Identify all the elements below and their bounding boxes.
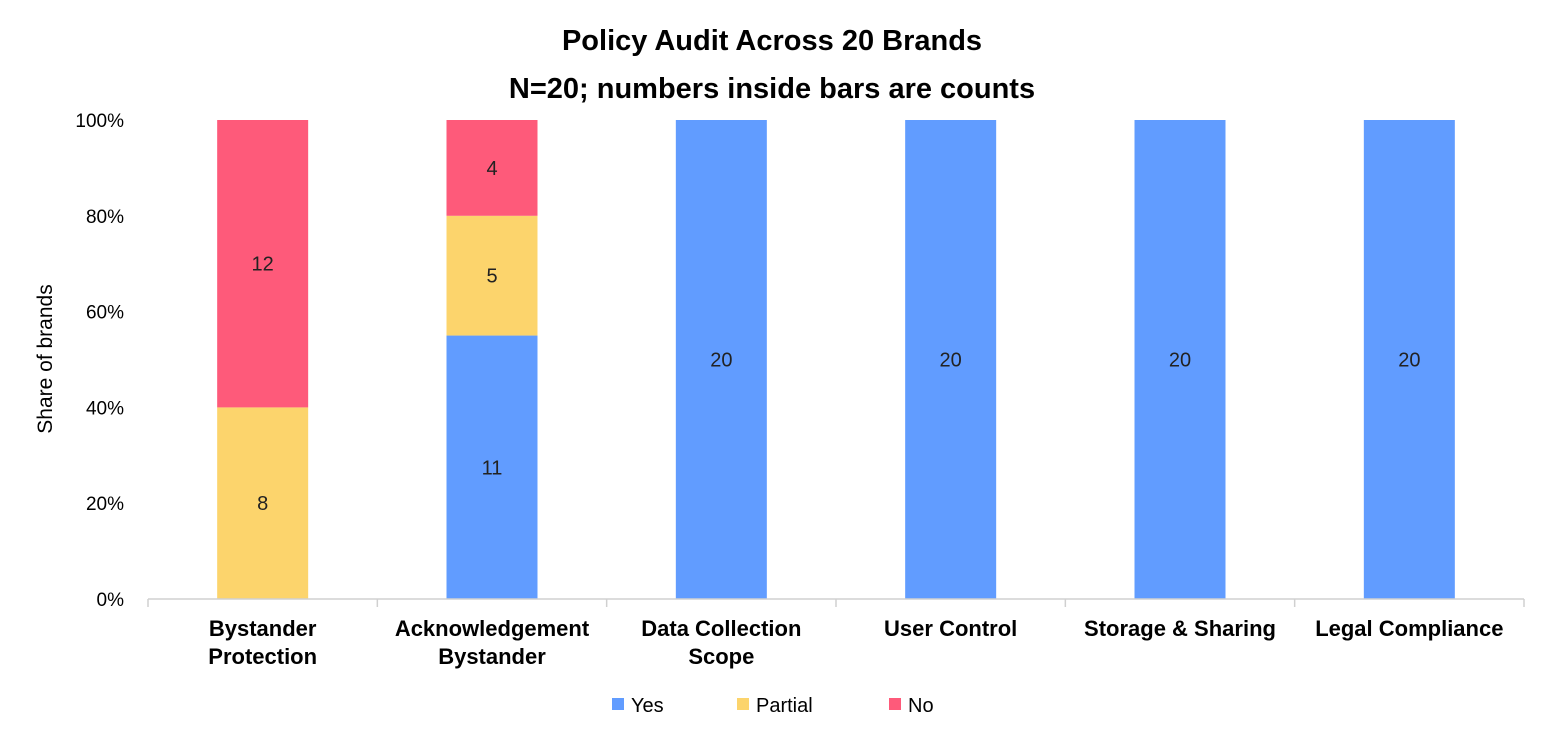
data-label: 5	[486, 266, 497, 288]
y-tick-label: 100%	[75, 111, 124, 132]
chart-title: Policy Audit Across 20 Brands	[562, 25, 982, 57]
data-label: 12	[252, 254, 274, 276]
legend-swatch-yes	[612, 698, 624, 710]
x-tick-label: Legal Compliance	[1315, 616, 1503, 641]
y-tick-label: 20%	[86, 494, 124, 515]
x-tick-label: Scope	[688, 644, 754, 669]
bar-segment-no	[217, 120, 309, 408]
data-label: 4	[486, 158, 497, 180]
legend-swatch-partial	[737, 698, 749, 710]
bar-segment-yes	[905, 120, 997, 599]
y-axis-title: Share of brands	[34, 284, 57, 433]
y-tick-label: 80%	[86, 207, 124, 228]
bar-segment-no	[446, 120, 538, 216]
legend-label-no: No	[908, 695, 934, 717]
x-tick-label: Protection	[208, 644, 317, 669]
bar-segment-yes	[675, 120, 767, 599]
x-tick-label: Bystander	[438, 644, 546, 669]
x-tick-label: Storage & Sharing	[1084, 616, 1276, 641]
data-label: 20	[1169, 350, 1191, 372]
bar-segment-partial	[446, 215, 538, 336]
x-tick-label: User Control	[884, 616, 1017, 641]
legend-label-yes: Yes	[631, 695, 664, 717]
data-label: 11	[482, 457, 503, 479]
legend-swatch-no	[889, 698, 901, 710]
x-tick-label: Bystander	[209, 616, 317, 641]
legend: Yes Partial No	[612, 695, 934, 717]
x-axis-labels: Bystander Protection Acknowledgement Bystan…	[208, 616, 1503, 669]
chart-subtitle: N=20; numbers inside bars are counts	[509, 73, 1035, 105]
y-tick-label: 40%	[86, 398, 124, 419]
x-axis-tick-marks	[147, 599, 1525, 607]
data-label: 20	[940, 350, 962, 372]
y-axis-ticks: 0% 20% 40% 60% 80% 100%	[75, 111, 124, 611]
x-tick-label: Data Collection	[641, 616, 801, 641]
data-label: 8	[257, 493, 268, 515]
bar-segment-yes	[1134, 120, 1226, 599]
legend-label-partial: Partial	[756, 695, 813, 717]
y-tick-label: 0%	[97, 590, 125, 611]
bar-segment-yes	[446, 335, 538, 599]
bars: 8 12 11 5 4 20 20 20 20	[217, 120, 1455, 599]
bar-segment-partial	[217, 407, 309, 599]
data-label: 20	[1398, 350, 1420, 372]
x-tick-label: Acknowledgement	[395, 616, 590, 641]
data-label: 20	[710, 350, 732, 372]
bar-segment-yes	[1363, 120, 1455, 599]
y-tick-label: 60%	[86, 303, 124, 324]
